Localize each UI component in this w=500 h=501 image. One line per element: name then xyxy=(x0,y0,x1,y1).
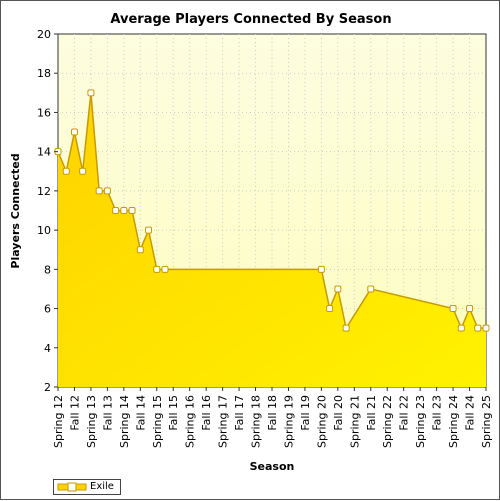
x-tick-label: Fall 20 xyxy=(332,395,345,431)
y-tick-label: 12 xyxy=(37,185,51,198)
series-area-exile xyxy=(58,92,486,387)
data-point-marker xyxy=(466,305,474,313)
data-point-marker xyxy=(317,265,325,273)
x-tick-label: Fall 15 xyxy=(167,395,180,431)
x-tick-label: Fall 23 xyxy=(431,395,444,431)
data-point-marker xyxy=(474,324,482,332)
data-point-marker xyxy=(87,89,95,97)
series-markers-exile xyxy=(54,89,490,332)
y-tick-label: 14 xyxy=(37,146,51,159)
x-tick-label: Spring 19 xyxy=(282,395,295,448)
x-tick-label: Fall 17 xyxy=(233,395,246,431)
data-point-marker xyxy=(449,305,457,313)
x-tick-label: Spring 21 xyxy=(348,395,361,448)
x-axis-label: Season xyxy=(250,460,295,473)
data-point-marker xyxy=(367,285,375,293)
x-tick-label: Spring 16 xyxy=(184,395,197,448)
x-tick-label: Spring 14 xyxy=(118,395,131,448)
data-point-marker xyxy=(103,187,111,195)
x-tick-label: Spring 23 xyxy=(414,395,427,448)
data-point-marker xyxy=(112,207,120,214)
data-point-marker xyxy=(153,265,161,273)
y-axis-ticks: 2 4 6 8 10 12 14 16 18 20 xyxy=(37,28,58,394)
data-point-marker xyxy=(62,167,70,175)
x-tick-label: Fall 22 xyxy=(398,395,411,431)
y-tick-label: 18 xyxy=(37,67,51,80)
data-point-marker xyxy=(136,246,144,254)
y-tick-label: 2 xyxy=(44,381,51,394)
x-tick-label: Spring 24 xyxy=(447,395,460,448)
data-point-marker xyxy=(70,128,78,136)
x-tick-label: Fall 21 xyxy=(365,395,378,431)
y-tick-label: 20 xyxy=(37,28,51,41)
data-point-marker xyxy=(161,265,169,273)
x-tick-label: Spring 17 xyxy=(217,395,230,448)
x-tick-label: Spring 13 xyxy=(85,395,98,448)
data-point-marker xyxy=(342,324,350,332)
data-point-marker xyxy=(482,324,490,332)
data-point-marker xyxy=(145,226,153,234)
x-tick-label: Fall 16 xyxy=(200,395,213,431)
legend: Exile xyxy=(53,479,121,495)
x-tick-label: Fall 19 xyxy=(299,395,312,431)
chart-title: Average Players Connected By Season xyxy=(110,12,391,27)
y-tick-label: 10 xyxy=(37,224,51,237)
data-point-marker xyxy=(128,207,136,214)
data-point-marker xyxy=(334,285,342,293)
y-axis-label: Players Connected xyxy=(9,153,22,268)
x-tick-label: Fall 13 xyxy=(101,395,114,431)
x-tick-label: Spring 20 xyxy=(315,395,328,448)
x-tick-label: Fall 12 xyxy=(68,395,81,431)
y-tick-label: 4 xyxy=(44,342,51,355)
x-tick-label: Fall 14 xyxy=(134,395,147,431)
data-point-marker xyxy=(457,324,465,332)
x-tick-label: Fall 18 xyxy=(266,395,279,431)
legend-label-exile: Exile xyxy=(90,481,114,492)
x-tick-label: Spring 12 xyxy=(52,395,65,448)
x-tick-label: Spring 25 xyxy=(480,395,493,448)
x-tick-label: Spring 22 xyxy=(381,395,394,448)
data-point-marker xyxy=(326,305,334,313)
x-tick-label: Fall 24 xyxy=(464,395,477,431)
data-point-marker xyxy=(79,167,87,175)
x-tick-label: Spring 18 xyxy=(250,395,263,448)
y-tick-label: 6 xyxy=(44,303,51,316)
y-tick-label: 8 xyxy=(44,263,51,276)
y-tick-label: 16 xyxy=(37,106,51,119)
x-axis-ticks: Spring 12 Fall 12 Spring 13 Fall 13 Spring 1… xyxy=(52,387,493,448)
x-tick-label: Spring 15 xyxy=(151,395,164,448)
legend-swatch-exile xyxy=(57,482,87,492)
data-point-marker xyxy=(120,207,128,214)
data-point-marker xyxy=(95,187,103,195)
